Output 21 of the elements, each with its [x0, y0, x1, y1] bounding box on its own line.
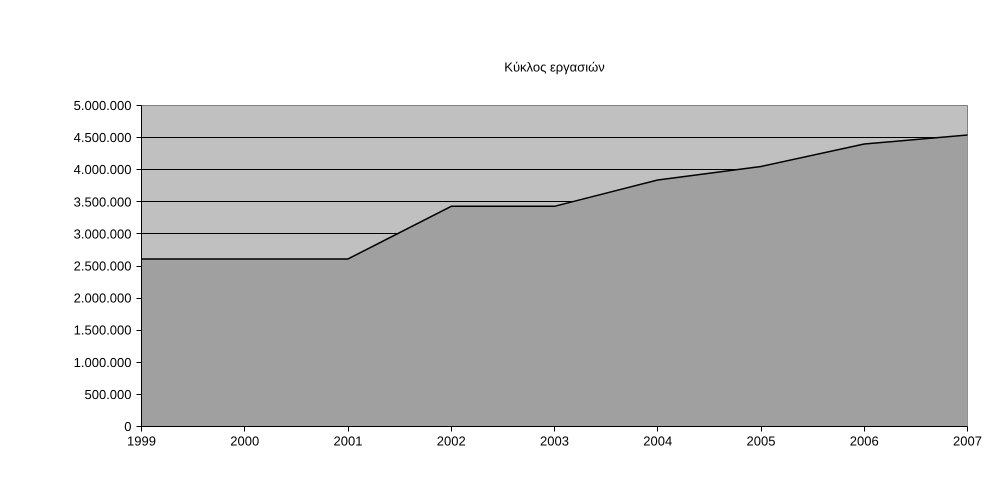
y-tick-label: 500.000 — [84, 386, 132, 402]
y-tick-label: 4.000.000 — [74, 162, 132, 178]
y-tick-label: 2.000.000 — [74, 290, 132, 306]
y-tick-label: 1.500.000 — [74, 322, 132, 338]
y-tick-label: 4.500.000 — [74, 130, 132, 146]
x-tick-label: 2000 — [230, 434, 260, 448]
x-tick-label: 2002 — [436, 434, 466, 448]
x-tick-label: 2005 — [746, 434, 776, 448]
y-tick-label: 3.000.000 — [74, 226, 132, 242]
y-tick-label: 2.500.000 — [74, 258, 132, 274]
x-tick-label: 2007 — [953, 434, 982, 448]
chart-title: Κύκλος εργασιών — [504, 60, 605, 74]
y-tick-label: 3.500.000 — [74, 194, 132, 210]
x-tick-label: 1999 — [127, 434, 156, 448]
x-tick-label: 2003 — [540, 434, 569, 448]
x-tick-label: 2004 — [643, 434, 672, 448]
y-tick-label: 5.000.000 — [74, 98, 132, 113]
y-tick-label: 0 — [124, 419, 132, 434]
x-tick-label: 2001 — [334, 434, 362, 448]
x-tick-label: 2006 — [850, 434, 879, 448]
y-tick-label: 1.000.000 — [74, 354, 132, 370]
